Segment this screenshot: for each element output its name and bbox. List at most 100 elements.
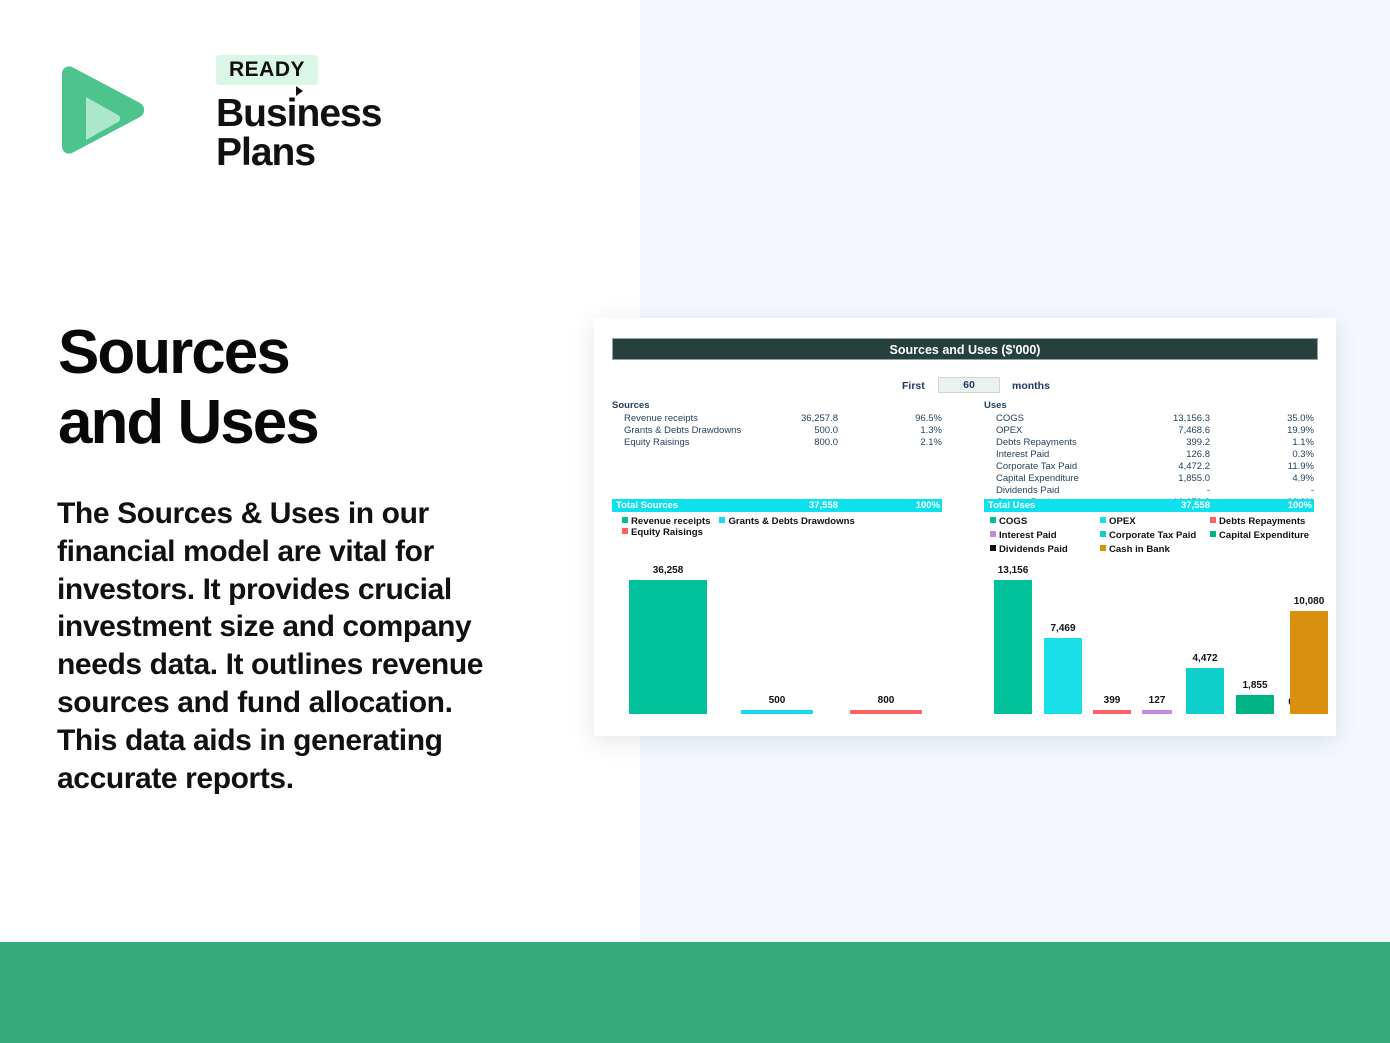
legend-label: Grants & Debts Drawdowns [728, 516, 855, 527]
total-amount: 37,558 [1180, 500, 1210, 511]
legend-swatch-icon [719, 517, 726, 523]
row-percent: 19.9% [1287, 425, 1314, 436]
legend-item[interactable]: Corporate Tax Paid [1100, 530, 1210, 541]
bar-value-label: 127 [1148, 695, 1166, 706]
row-label: OPEX [996, 425, 1023, 436]
bar [1044, 638, 1082, 714]
legend-item[interactable]: COGS [990, 516, 1100, 527]
legend-swatch-icon [1210, 517, 1216, 523]
bar-value-label: 13,156 [997, 565, 1029, 576]
bar-slot: 500 [741, 552, 813, 714]
bar-value-label: 1,855 [1242, 680, 1268, 691]
bar-value-label: 399 [1103, 695, 1121, 706]
row-percent: 0.3% [1292, 449, 1314, 460]
uses-table: Uses COGS 13,156.3 35.0% OPEX 7,468.6 19… [984, 400, 1314, 512]
period-selector-row: First 60 months [612, 377, 1318, 396]
bar-slot: 10,080 [1290, 552, 1328, 714]
legend-item[interactable]: Interest Paid [990, 530, 1100, 541]
legend-label: COGS [999, 516, 1028, 527]
bar [741, 710, 813, 714]
brand-logo: READY Business Plans [58, 55, 478, 172]
bar [1186, 668, 1224, 714]
bar-value-label: 7,469 [1050, 623, 1076, 634]
bar [1093, 710, 1131, 714]
row-label: Dividends Paid [996, 485, 1060, 496]
legend-item[interactable]: Debts Repayments [1210, 516, 1320, 527]
total-amount: 37,558 [808, 500, 838, 511]
legend-swatch-icon [622, 528, 628, 534]
bar [629, 580, 707, 714]
bar-slot: 4,472 [1186, 552, 1224, 714]
row-amount: 399.2 [1186, 437, 1210, 448]
table-row: Equity Raisings 800.0 2.1% [612, 437, 942, 449]
background-left-panel [0, 0, 640, 943]
row-amount: 36,257.8 [801, 413, 838, 424]
spreadsheet-card: Sources and Uses ($'000) First 60 months… [594, 318, 1336, 736]
row-percent: 1.3% [920, 425, 942, 436]
row-percent: 1.1% [1292, 437, 1314, 448]
row-percent: 2.1% [920, 437, 942, 448]
bar-value-label: 36,258 [652, 565, 684, 576]
bar-value-label: 500 [768, 695, 786, 706]
legend-item[interactable]: Grants & Debts Drawdowns [719, 516, 855, 527]
table-row: COGS 13,156.3 35.0% [984, 413, 1314, 425]
legend-swatch-icon [990, 517, 996, 523]
row-percent: 96.5% [915, 413, 942, 424]
legend-label: Revenue receipts [631, 516, 711, 527]
row-amount: 500.0 [814, 425, 838, 436]
legend-swatch-icon [622, 517, 628, 523]
brand-text: READY Business Plans [216, 55, 478, 172]
bar-slot: 127 [1142, 552, 1172, 714]
row-label: COGS [996, 413, 1024, 424]
months-input[interactable]: 60 [938, 377, 1000, 393]
row-label: Capital Expenditure [996, 473, 1079, 484]
legend-swatch-icon [990, 531, 996, 537]
table-row: OPEX 7,468.6 19.9% [984, 425, 1314, 437]
row-percent: 11.9% [1287, 461, 1314, 472]
legend-swatch-icon [1100, 531, 1106, 537]
row-amount: 4,472.2 [1178, 461, 1210, 472]
row-amount: 800.0 [814, 437, 838, 448]
bar [1290, 611, 1328, 714]
bar [1142, 710, 1172, 714]
legend-label: OPEX [1109, 516, 1136, 527]
bar [1236, 695, 1274, 714]
total-percent: 100% [1287, 500, 1312, 511]
table-row: Corporate Tax Paid 4,472.2 11.9% [984, 461, 1314, 473]
legend-item[interactable]: Revenue receipts [622, 516, 710, 527]
legend-label: Debts Repayments [1219, 516, 1306, 527]
uses-chart-legend: COGS OPEX Debts Repayments Interest Paid Cor… [990, 516, 1330, 558]
sources-table: Sources Revenue receipts 36,257.8 96.5% … [612, 400, 942, 512]
total-label: Total Sources [616, 500, 679, 511]
legend-item[interactable]: Cash in Bank [1100, 544, 1210, 555]
legend-item[interactable]: OPEX [1100, 516, 1210, 527]
table-row: Revenue receipts 36,257.8 96.5% [612, 413, 942, 425]
bar-slot: 1,855 [1236, 552, 1274, 714]
legend-swatch-icon [1100, 545, 1106, 551]
row-label: Grants & Debts Drawdowns [624, 425, 742, 436]
row-label: Revenue receipts [624, 413, 698, 424]
brand-name-text: Business Plans [216, 92, 382, 174]
total-label: Total Uses [988, 500, 1036, 511]
play-triangle-logo-icon [58, 57, 146, 157]
sources-bar-chart: 36,258 500 800 [622, 552, 952, 714]
legend-item[interactable]: Capital Expenditure [1210, 530, 1320, 541]
legend-label: Cash in Bank [1109, 544, 1170, 555]
legend-item[interactable]: Dividends Paid [990, 544, 1100, 555]
legend-item[interactable]: Equity Raisings [622, 527, 703, 538]
row-label: Equity Raisings [624, 437, 690, 448]
row-label: Interest Paid [996, 449, 1050, 460]
table-row: Dividends Paid - - [984, 485, 1314, 497]
table-row: Grants & Debts Drawdowns 500.0 1.3% [612, 425, 942, 437]
page-title: Sources and Uses [58, 318, 320, 458]
uses-heading: Uses [984, 400, 1007, 411]
play-caret-icon [296, 86, 303, 96]
bar-slot: 36,258 [629, 552, 707, 714]
total-sources-row: Total Sources 37,558 100% [612, 499, 942, 512]
total-percent: 100% [915, 500, 940, 511]
bar-slot: 7,469 [1044, 552, 1082, 714]
sources-chart-legend: Revenue receipts Grants & Debts Drawdowns… [622, 516, 952, 538]
footer-bar [0, 942, 1390, 1043]
row-amount: 1,855.0 [1178, 473, 1210, 484]
